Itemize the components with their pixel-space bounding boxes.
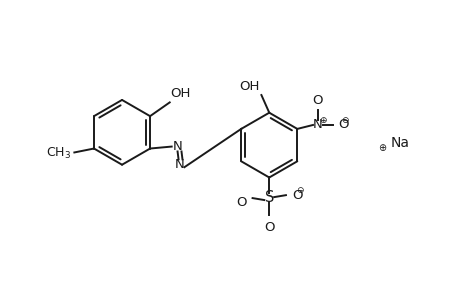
Text: Na: Na (390, 136, 409, 150)
Text: CH$_3$: CH$_3$ (46, 146, 71, 161)
Text: O: O (338, 118, 348, 131)
Text: N: N (313, 118, 322, 131)
Text: O: O (263, 221, 274, 234)
Text: ⊕: ⊕ (377, 143, 386, 153)
Text: ⊖: ⊖ (341, 116, 348, 124)
Text: S: S (264, 190, 274, 205)
Text: O: O (312, 94, 323, 107)
Text: O: O (291, 189, 302, 202)
Text: ⊖: ⊖ (295, 186, 303, 195)
Text: N: N (174, 158, 184, 171)
Text: ⊕: ⊕ (319, 116, 326, 124)
Text: OH: OH (239, 80, 259, 93)
Text: O: O (235, 196, 246, 208)
Text: OH: OH (170, 87, 190, 101)
Text: N: N (172, 140, 182, 153)
